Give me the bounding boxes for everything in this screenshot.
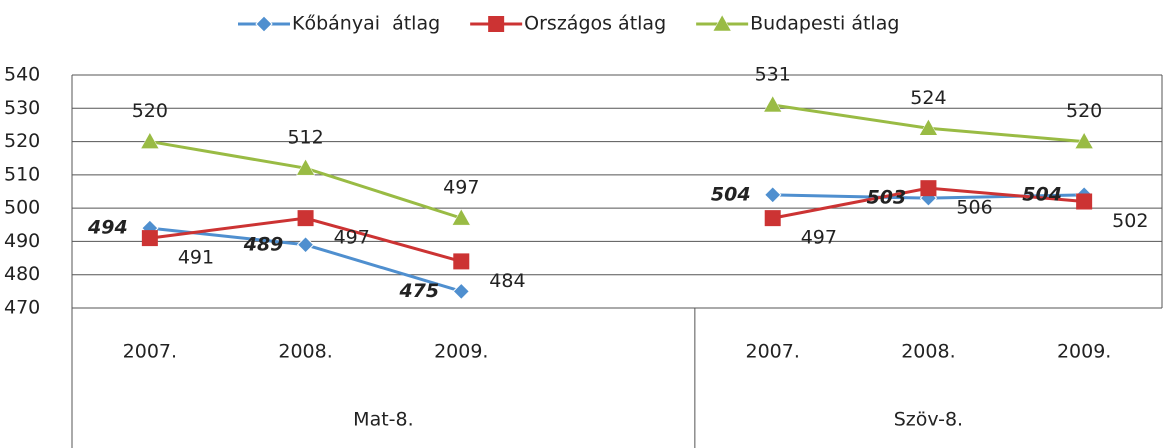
data-label: 531 [755,63,791,85]
data-label: 520 [1066,100,1102,122]
data-label: 502 [1112,210,1148,232]
marker [296,236,315,254]
data-label: 512 [287,127,323,149]
data-label: 520 [132,100,168,122]
marker [920,180,937,197]
legend-label: Országos átlag [524,13,666,35]
marker [919,118,938,136]
legend-label: Budapesti átlag [750,13,899,35]
data-label: 497 [443,177,479,199]
data-label: 484 [489,270,525,292]
x-tick-label: 2007. [123,341,177,363]
marker [297,210,314,227]
group-label: Szöv-8. [894,409,963,431]
x-tick-label: 2009. [1057,341,1111,363]
data-label: 497 [801,227,837,249]
x-tick-label: 2008. [901,341,955,363]
marker [296,158,315,176]
marker [488,16,505,32]
y-tick-label: 480 [4,263,40,285]
marker [451,208,471,226]
data-label: 489 [243,233,284,255]
data-label: 506 [956,197,992,219]
x-tick-label: 2009. [434,341,488,363]
y-tick-label: 470 [4,297,40,319]
marker [712,14,732,32]
marker [140,132,160,149]
y-tick-label: 530 [4,97,40,119]
group-label: Mat-8. [353,409,413,431]
series-line [149,193,1085,293]
marker [141,230,158,247]
marker [1074,132,1094,149]
marker [453,253,470,270]
data-label: 504 [1022,183,1062,205]
data-label: 504 [711,183,751,205]
y-tick-label: 510 [4,163,40,185]
data-label: 503 [867,187,907,209]
data-label: 475 [398,280,439,302]
marker [452,282,470,301]
data-label: 494 [87,217,128,239]
marker [255,15,273,33]
y-tick-label: 520 [4,130,40,152]
legend-label: Kőbányai átlag [292,13,440,35]
marker [1076,193,1093,210]
x-tick-label: 2007. [746,341,800,363]
marker [764,186,782,204]
y-tick-label: 500 [4,197,40,219]
y-tick-label: 540 [4,64,40,86]
series-line [149,103,1085,220]
data-label: 524 [910,87,946,109]
data-label: 497 [334,227,370,249]
marker [764,210,781,227]
y-tick-label: 490 [4,230,40,252]
x-tick-label: 2008. [278,341,332,363]
data-label: 491 [178,247,214,269]
marker [763,95,783,113]
